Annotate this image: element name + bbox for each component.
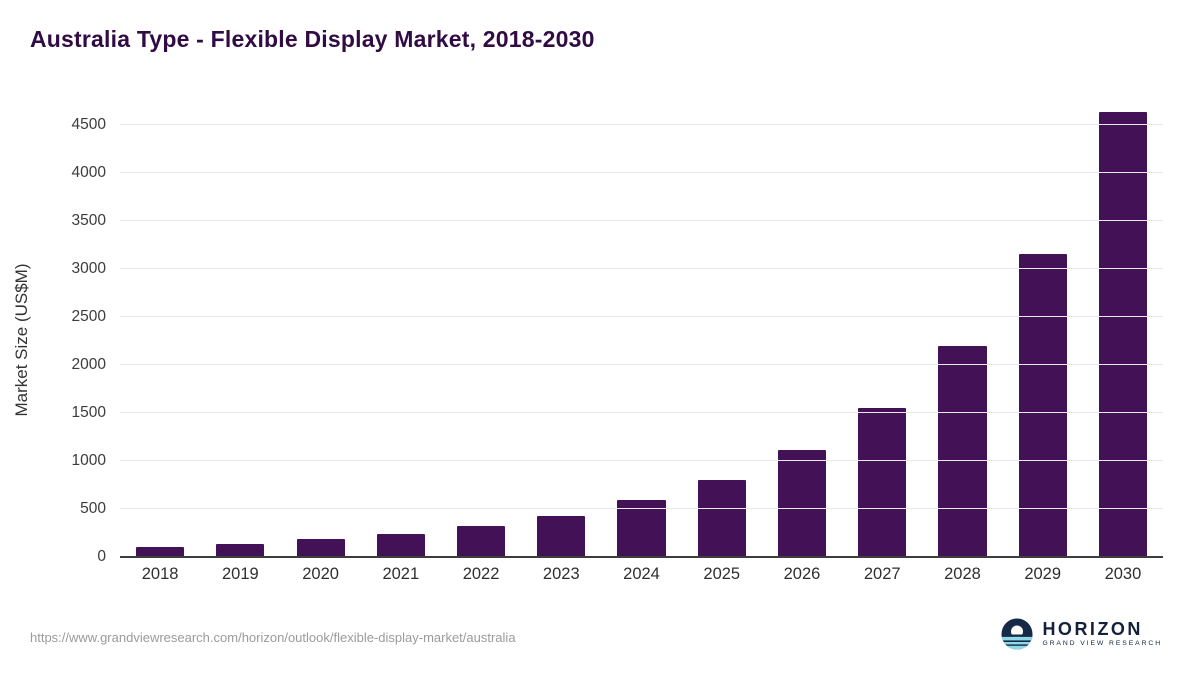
bar-slot: [922, 125, 1002, 557]
bar-2025: [697, 480, 746, 557]
bar-2020: [296, 539, 345, 557]
plot-area: 0 500 1000 1500 2000 2500 3000 3500 4000 4500: [72, 111, 1163, 565]
y-tick-label: 2000: [71, 356, 106, 373]
gridline: [120, 172, 1163, 173]
horizon-logo-icon: [1001, 618, 1033, 650]
bar-2023: [537, 515, 586, 557]
y-tick-label: 4500: [71, 116, 106, 133]
x-tick-label: 2020: [302, 565, 339, 583]
page-title: Australia Type - Flexible Display Market…: [30, 26, 595, 52]
bar-slot: [441, 125, 521, 557]
gridline: [120, 124, 1163, 125]
x-tick-label: 2019: [221, 565, 259, 583]
gridline: [120, 220, 1163, 221]
x-tick-label: 2030: [1104, 565, 1142, 583]
gridline: [120, 460, 1163, 461]
bar-slot: [1083, 111, 1163, 557]
bar-2024: [617, 500, 666, 557]
gridline: [120, 412, 1163, 413]
bar-slot: [682, 125, 762, 557]
x-tick-label: 2023: [542, 565, 580, 583]
logo-title: HORIZON: [1042, 619, 1143, 640]
bar-2022: [456, 526, 506, 557]
x-tick-label: 2022: [462, 565, 500, 583]
bar-slot: [200, 125, 280, 557]
gridline: [120, 316, 1163, 317]
y-axis-title: Market Size (US$M): [12, 263, 31, 417]
y-tick-label: 3000: [71, 260, 106, 277]
x-tick-label: 2018: [141, 565, 179, 583]
bar-slot: [361, 125, 441, 557]
x-axis-labels: 2018 2019 2020 2021 2022 2023 2024 2025 2026 2027…: [120, 565, 1163, 584]
y-tick-label: 4000: [71, 164, 106, 181]
bar-slot: [521, 125, 601, 557]
bar-slot: [762, 125, 842, 557]
x-tick-label: 2024: [623, 565, 660, 583]
x-tick-label: 2029: [1024, 565, 1062, 583]
logo-subtitle: GRAND VIEW RESEARCH: [1042, 640, 1162, 648]
x-tick-label: 2021: [382, 565, 420, 583]
y-tick-label: 1500: [71, 404, 106, 421]
source-url: https://www.grandviewresearch.com/horizo…: [30, 630, 516, 645]
gridline: [120, 364, 1163, 365]
y-tick-label: 1000: [71, 452, 106, 469]
bar-slot: [120, 125, 200, 557]
y-tick-label: 3500: [71, 212, 106, 229]
bar-2027: [858, 408, 907, 557]
bar-slot: [601, 125, 681, 557]
bar-slot: [1003, 125, 1083, 557]
bar-series: [120, 111, 1163, 557]
horizon-logo: HORIZON GRAND VIEW RESEARCH: [1001, 618, 1162, 650]
bar-slot: [842, 125, 922, 557]
bar-2021: [376, 534, 425, 557]
y-tick-label: 2500: [71, 308, 106, 325]
gridline: [120, 268, 1163, 269]
bar-2029: [1018, 253, 1067, 557]
x-tick-label: 2028: [944, 565, 981, 583]
bar-2019: [216, 543, 265, 557]
gridline: [120, 508, 1163, 509]
bar-2018: [136, 546, 185, 557]
y-tick-label: 0: [97, 548, 106, 565]
x-tick-label: 2027: [863, 565, 901, 583]
bar-2028: [938, 345, 987, 557]
x-axis-line: [120, 556, 1163, 558]
x-tick-label: 2025: [703, 565, 741, 583]
bar-slot: [280, 125, 360, 557]
bar-2026: [777, 450, 827, 557]
y-tick-label: 500: [80, 500, 106, 517]
x-tick-label: 2026: [783, 565, 821, 583]
bar-2030: [1098, 111, 1147, 557]
